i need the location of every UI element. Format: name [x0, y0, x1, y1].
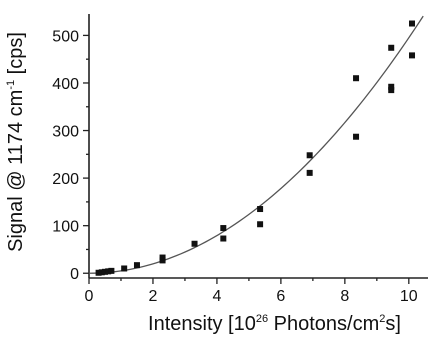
- x-tick-label: 6: [276, 288, 285, 305]
- y-title-prefix: Signal @ 1174 cm: [5, 90, 27, 252]
- data-point: [353, 75, 360, 82]
- x-title-middle: Photons/cm: [268, 313, 379, 335]
- data-point: [191, 240, 198, 247]
- y-tick-label: 200: [52, 171, 79, 188]
- data-point: [133, 262, 140, 269]
- data-point: [98, 269, 105, 276]
- y-tick-label: 100: [52, 219, 79, 236]
- y-tick-label: 0: [70, 266, 79, 283]
- points-group: [95, 20, 416, 276]
- fit-curve: [88, 15, 424, 274]
- data-point: [159, 254, 166, 261]
- data-point: [108, 267, 115, 274]
- y-tick-label: 500: [52, 28, 79, 45]
- y-tick-label: 400: [52, 76, 79, 93]
- x-title-sup2: 2: [379, 313, 385, 325]
- data-point: [121, 265, 128, 272]
- data-point: [353, 133, 360, 140]
- x-tick-label: 0: [85, 288, 94, 305]
- data-point: [257, 221, 264, 228]
- data-point: [220, 225, 227, 232]
- data-point: [388, 83, 395, 90]
- data-point: [95, 269, 102, 276]
- x-tick-label: 4: [212, 288, 221, 305]
- data-point: [388, 87, 395, 94]
- y-axis-title: Signal @ 1174 cm-1 [cps]: [5, 32, 27, 252]
- data-point: [105, 268, 112, 275]
- data-point: [409, 52, 416, 59]
- fit-curve-group: [88, 15, 424, 274]
- data-point: [101, 268, 108, 275]
- x-title-prefix: Intensity [10: [148, 313, 256, 335]
- x-tick-label: 8: [340, 288, 349, 305]
- axes: [88, 14, 428, 279]
- data-point: [257, 206, 264, 213]
- data-point: [306, 169, 313, 176]
- data-point: [220, 235, 227, 242]
- x-tick-label: 10: [400, 288, 418, 305]
- data-point: [388, 44, 395, 51]
- x-axis-title: Intensity [1026 Photons/cm2s]: [148, 313, 401, 335]
- x-title-sup1: 26: [256, 313, 268, 325]
- data-point: [409, 20, 416, 27]
- y-title-suffix: [cps]: [5, 32, 27, 80]
- y-tick-label: 300: [52, 124, 79, 141]
- x-tick-label: 2: [149, 288, 158, 305]
- data-point: [306, 152, 313, 159]
- y-title-sup: -1: [5, 80, 17, 90]
- x-title-suffix: s]: [385, 313, 401, 335]
